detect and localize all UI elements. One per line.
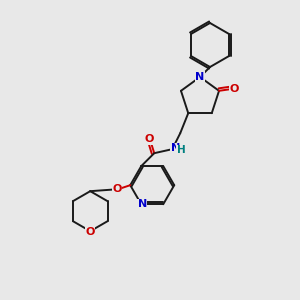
Text: O: O bbox=[229, 84, 239, 94]
Text: N: N bbox=[195, 72, 205, 82]
Text: O: O bbox=[145, 134, 154, 144]
Text: N: N bbox=[171, 143, 180, 153]
Text: O: O bbox=[112, 184, 122, 194]
Text: H: H bbox=[177, 145, 186, 155]
Text: N: N bbox=[138, 199, 147, 209]
Text: O: O bbox=[85, 227, 95, 237]
